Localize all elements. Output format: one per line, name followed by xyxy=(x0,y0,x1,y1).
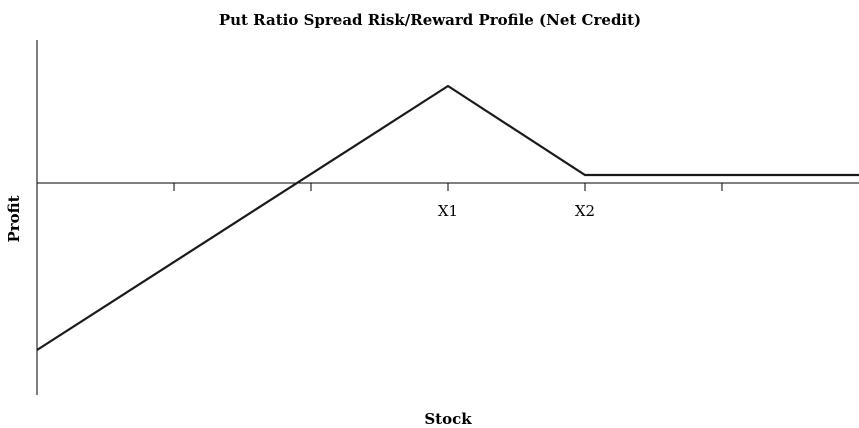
x-axis-label: Stock xyxy=(424,410,472,428)
x-tick-label: X2 xyxy=(575,202,595,220)
profit-line xyxy=(36,84,859,351)
chart-title: Put Ratio Spread Risk/Reward Profile (Ne… xyxy=(219,11,641,29)
y-axis-label: Profit xyxy=(5,195,23,242)
x-tick-label: X1 xyxy=(438,202,458,220)
